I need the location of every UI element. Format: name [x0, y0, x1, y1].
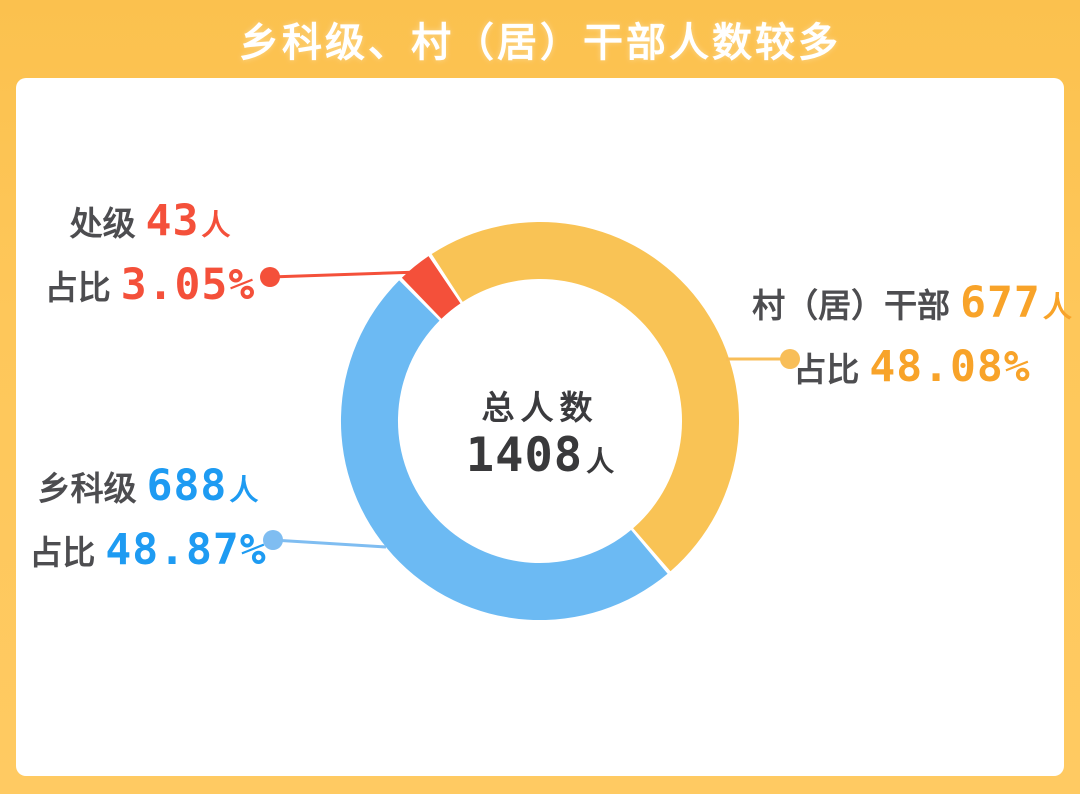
total-label: 总人数 [481, 389, 599, 426]
chart-panel [16, 78, 1064, 776]
callout-dot-2 [263, 530, 283, 550]
series-name-chuji: 处级 [69, 205, 136, 242]
header-bar: 乡科级、村（居）干部人数较多 [0, 0, 1080, 78]
series-name-cunju: 村（居）干部 [752, 287, 951, 324]
series-percent-chuji: 3.05% [120, 260, 256, 310]
donut-slice-1 [431, 221, 740, 572]
callout-label-chuji: 处级 43人 占比 3.05% [15, 194, 285, 322]
series-name-xiangkeji: 乡科级 [37, 470, 137, 507]
series-unit-chuji: 人 [201, 210, 231, 242]
series-value-cunju: 677 [960, 278, 1041, 328]
series-unit-xiangkeji: 人 [229, 475, 259, 507]
callout-dot-0 [260, 267, 280, 287]
total-value-line: 1408 人 [390, 428, 690, 483]
callout-xiangkeji-count-line: 乡科级 688人 [8, 459, 288, 523]
callout-xiangkeji-percent-line: 占比 48.87% [8, 523, 288, 587]
total-unit: 人 [586, 446, 615, 477]
ratio-label: 占比 [793, 351, 860, 388]
chart-title: 乡科级、村（居）干部人数较多 [239, 21, 841, 65]
callout-label-cunju: 村（居）干部 677人 占比 48.08% [752, 276, 1072, 404]
callout-line-0 [269, 270, 421, 279]
donut-slice-2 [340, 280, 668, 621]
series-unit-cunju: 人 [1042, 292, 1072, 324]
series-percent-xiangkeji: 48.87% [105, 525, 267, 575]
ratio-label: 占比 [44, 269, 111, 306]
total-value: 1408 [465, 428, 584, 483]
ratio-label: 占比 [29, 534, 96, 571]
callout-label-xiangkeji: 乡科级 688人 占比 48.87% [8, 459, 288, 587]
callout-line-2 [272, 538, 387, 549]
series-value-xiangkeji: 688 [146, 461, 228, 511]
callout-chuji-count-line: 处级 43人 [15, 194, 285, 258]
donut-center-label: 总人数 1408 人 [390, 388, 690, 483]
callout-chuji-percent-line: 占比 3.05% [15, 258, 285, 322]
series-value-chuji: 43 [145, 196, 200, 246]
callout-dot-1 [780, 349, 800, 369]
series-percent-cunju: 48.08% [869, 342, 1031, 392]
callout-cunju-count-line: 村（居）干部 677人 [752, 276, 1072, 340]
callout-cunju-percent-line: 占比 48.08% [752, 340, 1072, 404]
